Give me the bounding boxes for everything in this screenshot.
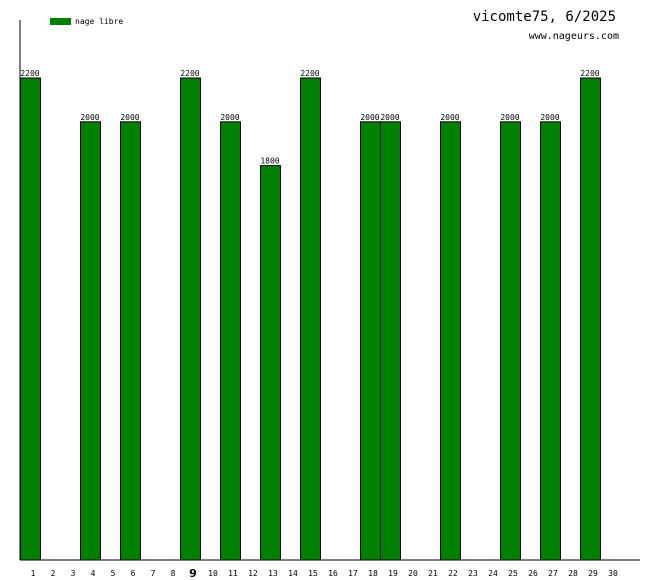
- x-tick-label-15: 15: [308, 569, 318, 578]
- bar-day-4: [80, 121, 101, 561]
- x-tick-label-2: 2: [51, 569, 56, 578]
- bar-day-11: [220, 121, 241, 561]
- data-label-day-11: 2000: [220, 113, 239, 122]
- x-tick-label-22: 22: [448, 569, 458, 578]
- data-label-day-15: 2200: [300, 69, 319, 78]
- data-label-day-22: 2000: [440, 113, 459, 122]
- x-tick-label-1: 1: [31, 569, 36, 578]
- data-label-day-19: 2000: [380, 113, 399, 122]
- x-tick-label-12: 12: [248, 569, 258, 578]
- data-label-day-18: 2000: [360, 113, 379, 122]
- bar-day-27: [540, 121, 561, 561]
- x-tick-label-19: 19: [388, 569, 398, 578]
- x-tick-label-16: 16: [328, 569, 338, 578]
- bar-day-6: [120, 121, 141, 561]
- data-label-day-13: 1800: [260, 157, 279, 166]
- bar-day-29: [580, 77, 601, 561]
- x-tick-label-25: 25: [508, 569, 518, 578]
- x-tick-label-23: 23: [468, 569, 478, 578]
- x-tick-label-24: 24: [488, 569, 498, 578]
- x-tick-label-18: 18: [368, 569, 378, 578]
- x-tick-label-10: 10: [208, 569, 218, 578]
- bar-day-19: [380, 121, 401, 561]
- x-tick-label-5: 5: [111, 569, 116, 578]
- legend-swatch: [50, 18, 71, 25]
- data-label-day-6: 2000: [120, 113, 139, 122]
- x-tick-label-13: 13: [268, 569, 278, 578]
- bar-day-1: [20, 77, 41, 561]
- data-label-day-27: 2000: [540, 113, 559, 122]
- x-tick-label-8: 8: [171, 569, 176, 578]
- x-tick-label-27: 27: [548, 569, 558, 578]
- x-tick-label-6: 6: [131, 569, 136, 578]
- legend: nage libre: [50, 17, 123, 26]
- x-tick-label-29: 29: [588, 569, 598, 578]
- x-tick-label-11: 11: [228, 569, 238, 578]
- x-tick-label-3: 3: [71, 569, 76, 578]
- x-tick-label-9: 9: [189, 567, 197, 580]
- x-tick-label-28: 28: [568, 569, 578, 578]
- bar-day-25: [500, 121, 521, 561]
- chart-title: vicomte75, 6/2025: [472, 9, 616, 25]
- x-tick-label-17: 17: [348, 569, 358, 578]
- bar-day-13: [260, 165, 281, 561]
- bar-day-18: [360, 121, 381, 561]
- bar-day-22: [440, 121, 461, 561]
- x-tick-label-30: 30: [608, 569, 618, 578]
- x-tick-label-4: 4: [91, 569, 96, 578]
- data-label-day-9: 2200: [180, 69, 199, 78]
- legend-label: nage libre: [75, 17, 124, 26]
- bar-day-15: [300, 77, 321, 561]
- data-label-day-25: 2000: [500, 113, 519, 122]
- x-tick-label-20: 20: [408, 569, 418, 578]
- data-label-day-1: 2200: [20, 69, 39, 78]
- x-tick-label-14: 14: [288, 569, 298, 578]
- chart-subtitle: www.nageurs.com: [528, 31, 619, 42]
- x-tick-label-26: 26: [528, 569, 538, 578]
- x-tick-label-7: 7: [151, 569, 156, 578]
- data-label-day-4: 2000: [80, 113, 99, 122]
- bar-day-9: [180, 77, 201, 561]
- data-label-day-29: 2200: [580, 69, 599, 78]
- x-tick-label-21: 21: [428, 569, 438, 578]
